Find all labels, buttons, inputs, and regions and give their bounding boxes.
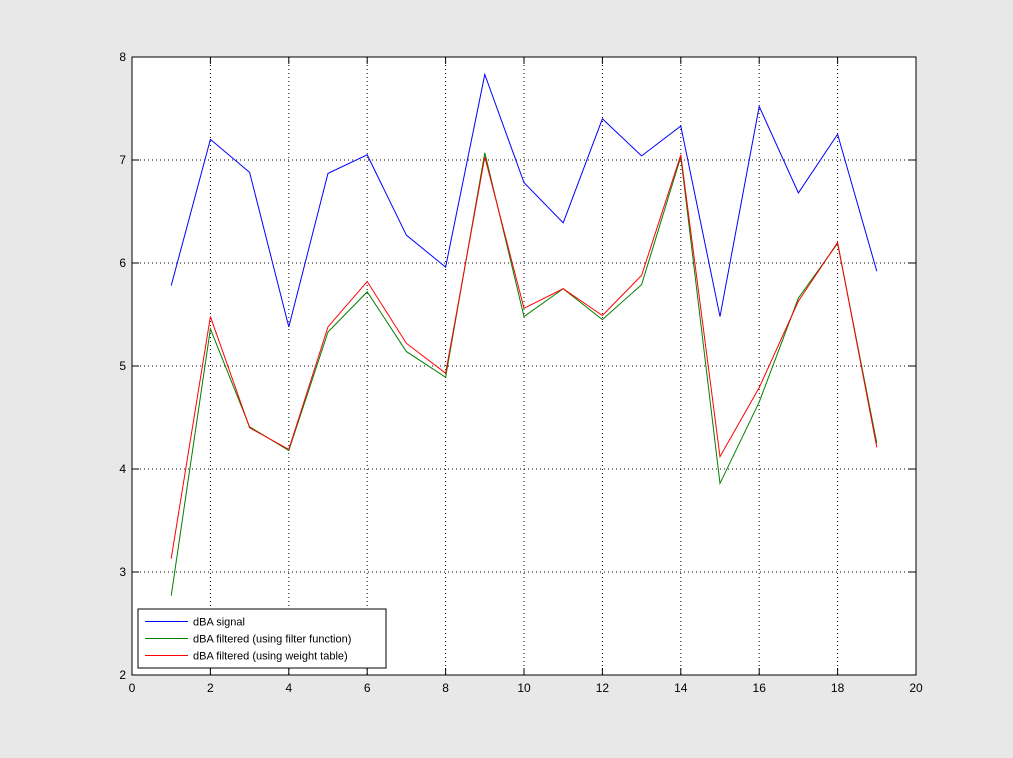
y-tick-label: 2 [119, 668, 126, 682]
y-tick-label: 5 [119, 359, 126, 373]
grid [132, 57, 916, 675]
series-line-3 [170, 154, 878, 559]
y-tick-label: 4 [119, 462, 126, 476]
legend-label-2: dBA filtered (using filter function) [193, 634, 351, 646]
axes-frame [131, 56, 917, 676]
x-tick-label: 12 [596, 681, 610, 695]
x-tick-label: 4 [285, 681, 292, 695]
x-tick-label: 6 [364, 681, 371, 695]
x-tick-label: 14 [674, 681, 688, 695]
x-tick-label: 0 [129, 681, 136, 695]
legend-label-3: dBA filtered (using weight table) [193, 651, 348, 663]
y-tick-label: 8 [119, 50, 126, 64]
x-tick-label: 16 [753, 681, 767, 695]
series-line-1 [170, 72, 878, 327]
x-tick-label: 18 [831, 681, 845, 695]
y-tick-label: 6 [119, 256, 126, 270]
series [170, 72, 878, 596]
x-tick-label: 20 [909, 681, 923, 695]
series-line-2 [170, 152, 878, 596]
x-tick-label: 8 [442, 681, 449, 695]
y-tick-label: 7 [119, 153, 126, 167]
y-tick-labels: 2 3 4 5 6 7 8 [119, 50, 126, 682]
y-tick-label: 3 [119, 565, 126, 579]
legend: dBA signal dBA filtered (using filter fun… [137, 608, 387, 669]
legend-label-1: dBA signal [193, 617, 245, 629]
x-tick-label: 10 [517, 681, 531, 695]
x-tick-labels: 0 2 4 6 8 10 12 14 16 18 20 [129, 681, 923, 695]
x-tick-label: 2 [207, 681, 214, 695]
